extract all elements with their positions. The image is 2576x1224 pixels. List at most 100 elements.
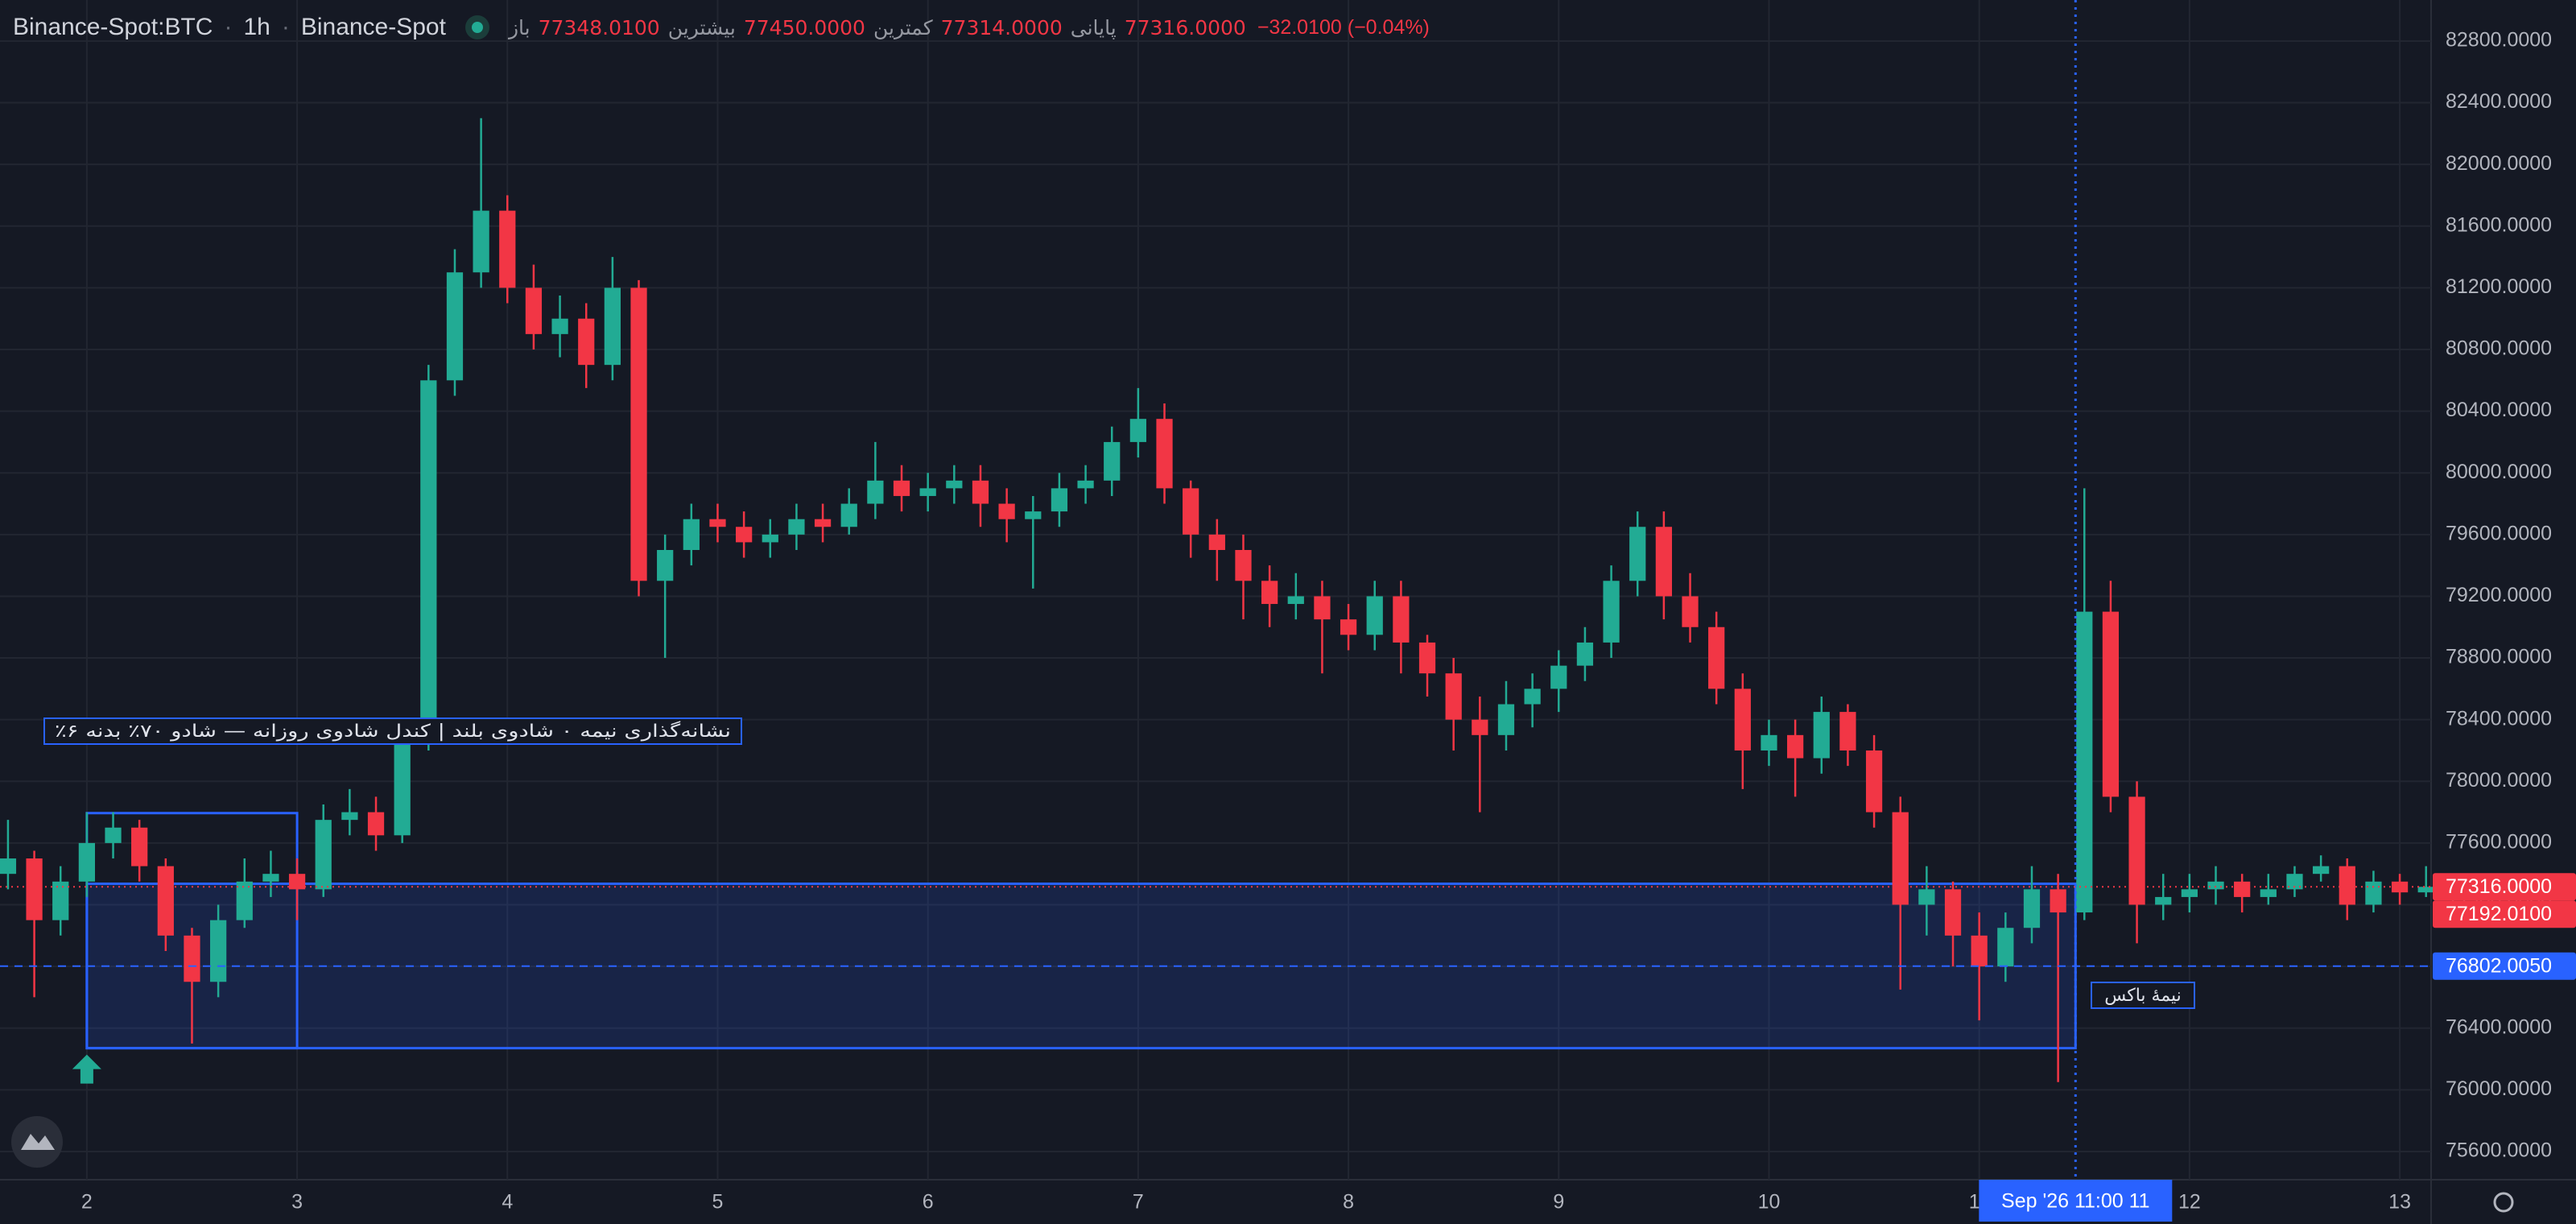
annotation-box [43,717,742,745]
candle-body [814,519,832,527]
x-tick-label: 9 [1553,1191,1564,1214]
candle-body [1156,419,1173,489]
candle-body [26,858,43,920]
candle-body [288,874,306,890]
candle-body [1918,889,1935,905]
candle-body [1787,734,1804,759]
y-tick-label: 81600.0000 [2446,213,2552,236]
candle-body [630,287,647,581]
candle-body [2286,874,2303,890]
candle-body [78,842,95,882]
y-tick-label: 78000.0000 [2446,769,2552,792]
candle-body [1340,619,1357,635]
ohlc-value: 77348.0100 [538,15,660,39]
interval[interactable]: 1h [243,14,270,40]
separator: · [281,14,290,40]
candle-body [2076,611,2093,913]
y-tick-label: 78800.0000 [2446,646,2552,668]
candle-body [736,527,753,543]
ohlc-values: باز 77348.0100 بیشترین 77450.0000 کمترین 7731… [509,16,1246,39]
candle-body [998,503,1015,519]
x-tick-label: 12 [2178,1191,2201,1214]
x-tick-label: 6 [923,1191,934,1214]
candle-body [2260,889,2277,897]
ohlc-value: 77314.0000 [940,15,1063,39]
candle-body [762,534,778,543]
exchange: Binance-Spot [300,14,446,40]
price-label-bg [2433,873,2576,901]
candle-body [1235,549,1252,581]
candle-body [394,734,411,836]
y-tick-label: 79200.0000 [2446,584,2552,606]
candle-body [2391,881,2409,893]
candle-body [1682,596,1699,627]
y-tick-label: 78400.0000 [2446,707,2552,730]
y-tick-label: 77600.0000 [2446,831,2552,854]
candle-body [1287,596,1304,605]
y-tick-label: 80800.0000 [2446,337,2552,360]
candle-body [1366,596,1383,635]
candle-body [315,820,332,890]
ohlc-value: 77450.0000 [743,15,865,39]
candle-body [919,488,936,496]
change: −32.0100 (−0.04%) [1257,15,1430,39]
separator: · [224,14,233,40]
candle-body [1261,581,1278,605]
x-tick-label: 2 [81,1191,93,1214]
x-tick-label: 5 [712,1191,724,1214]
candle-body [473,210,489,273]
candle-body [1497,704,1515,735]
settings-icon[interactable] [2493,1192,2514,1213]
candle-body [184,935,200,982]
crosshair-label: Sep '26 11:00 11 [2001,1190,2150,1213]
x-tick-label: 3 [291,1191,303,1214]
price-label-bg [2433,900,2576,928]
candle-body [341,812,358,821]
candle-body [262,874,279,882]
candle-body [1944,889,1962,936]
symbol[interactable]: Binance-Spot:BTC [13,14,213,40]
candle-body [683,519,700,550]
x-tick-label: 4 [502,1191,513,1214]
candle-body [946,480,963,489]
ohlc-value: 77316.0000 [1124,15,1246,39]
candle-body [1655,527,1673,597]
y-tick-label: 82400.0000 [2446,90,2552,113]
candle-body [604,287,621,366]
candle-body [2023,889,2041,928]
candle-body [1445,673,1462,720]
candle-body [1629,527,1646,581]
signal-arrow [72,1054,101,1084]
candle-body [1314,596,1331,620]
y-tick-label: 75600.0000 [2446,1139,2552,1162]
candle-body [1813,712,1830,759]
y-tick-label: 76000.0000 [2446,1077,2552,1100]
crosshair-label-bg [1979,1180,2173,1222]
candle-body [1603,581,1620,643]
candle-body [236,881,253,920]
candle-body [578,318,595,366]
inner-box [85,812,299,1050]
candle-body [867,480,884,504]
candle-body [2207,881,2224,890]
candle-body [709,519,726,527]
candle-body [1183,488,1199,535]
candle-body [1393,596,1410,643]
ohlc-label: باز [508,15,530,39]
candle-body [131,827,148,866]
candle-body [2050,889,2066,913]
candle-body [972,480,989,504]
candle-body [1734,688,1751,751]
candle-body [525,287,543,334]
candle-body [2155,896,2172,905]
price-label: 77316.0000 [2446,875,2552,898]
y-tick-label: 82800.0000 [2446,29,2552,52]
candle-body [1708,626,1725,689]
candle-body [1104,441,1121,481]
candle-body [657,549,674,581]
candle-body [1418,642,1436,674]
candle-body [367,812,385,836]
candle-body [420,380,437,735]
